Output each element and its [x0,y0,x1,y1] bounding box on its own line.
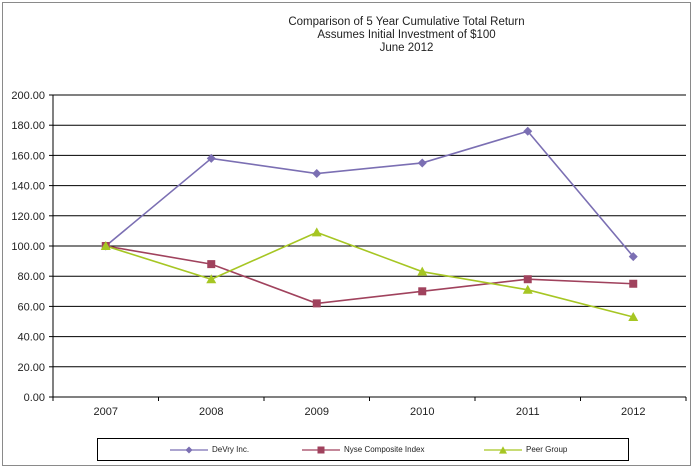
x-tick-label-2010: 2010 [410,406,434,418]
chart-frame [2,2,691,466]
legend-label-devry: DeVry Inc. [212,445,250,454]
legend-item-peer: Peer Group [484,439,567,460]
point-devry-2010 [417,158,427,168]
legend-swatch-devry [170,446,208,453]
y-tick-label-10: 200.00 [11,90,45,102]
legend-swatch-peer [484,445,522,454]
point-peer-2007 [100,241,111,250]
y-tick-label-2: 40.00 [17,332,45,344]
x-tick-label-2007: 2007 [94,406,118,418]
point-peer-2008 [206,274,217,284]
y-tick-label-7: 140.00 [11,181,45,193]
y-tick-label-5: 100.00 [11,241,45,253]
chart-title: Comparison of 5 Year Cumulative Total Re… [0,16,695,55]
y-tick-label-1: 20.00 [17,362,45,374]
y-tick-label-0: 0.00 [24,392,45,404]
series-line-peer [105,231,634,318]
x-tick-label-2012: 2012 [621,406,645,418]
x-tick-label-2008: 2008 [199,406,223,418]
y-tick-label-4: 80.00 [17,271,45,283]
point-peer-2012 [628,311,639,321]
point-devry-2011 [523,126,533,136]
point-nyse-2012 [629,279,638,288]
x-tick-label-2011: 2011 [516,406,540,418]
point-peer-2009 [311,227,322,237]
legend-item-nyse: Nyse Composite Index [302,439,424,460]
point-nyse-2011 [523,275,532,284]
legend-label-peer: Peer Group [526,445,568,454]
chart-title-line-1: Comparison of 5 Year Cumulative Total Re… [288,16,525,28]
chart-title-line-2: Assumes Initial Investment of $100 [317,29,496,41]
point-devry-2012 [628,252,638,262]
legend-label-nyse: Nyse Composite Index [344,445,425,454]
y-tick-label-8: 160.00 [11,150,45,162]
legend-item-devry: DeVry Inc. [170,439,249,460]
point-devry-2009 [312,169,322,179]
point-peer-2010 [417,266,428,276]
point-nyse-2008 [207,260,216,269]
y-tick-label-6: 120.00 [11,211,45,223]
point-peer-2011 [522,284,533,294]
chart-title-line-3: June 2012 [379,42,434,54]
y-tick-label-9: 180.00 [11,120,45,132]
y-tick-label-3: 60.00 [17,301,45,313]
series-line-nyse [105,245,634,305]
x-tick-label-2009: 2009 [305,406,329,418]
point-devry-2008 [206,153,216,163]
point-nyse-2009 [312,299,321,308]
chart-legend: DeVry Inc. Nyse Composite Index Peer Gro… [97,438,629,461]
series-line-devry [105,130,634,258]
legend-swatch-nyse [302,446,340,453]
point-nyse-2010 [418,287,427,296]
